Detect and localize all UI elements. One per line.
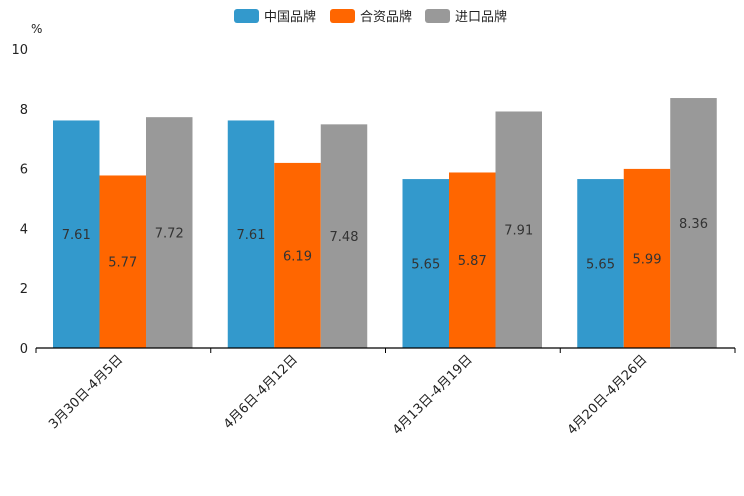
bar-3-3 xyxy=(495,111,542,348)
bar-3-1 xyxy=(402,179,449,348)
x-tick-label-4: 4月20日-4月26日 xyxy=(565,352,651,438)
legend-swatch-2 xyxy=(330,9,355,23)
bar-1-1 xyxy=(53,120,100,348)
legend-label-3: 进口品牌 xyxy=(455,9,507,25)
bar-4-2 xyxy=(623,168,671,348)
legend-swatch-3 xyxy=(425,9,450,23)
x-tick-label-1: 3月30日-4月5日 xyxy=(46,352,126,432)
bars-group xyxy=(53,98,717,349)
bar-4-3 xyxy=(670,98,717,348)
data-label-4-3: 8.36 xyxy=(679,217,708,232)
x-tick-label-3: 4月13日-4月19日 xyxy=(390,352,476,438)
y-axis-unit-label: % xyxy=(31,22,42,36)
x-axis: 3月30日-4月5日 4月6日-4月12日 4月13日-4月19日 4月20日-4月2… xyxy=(35,347,736,438)
bar-4-1 xyxy=(577,179,624,348)
y-tick-label: 4 xyxy=(20,222,28,237)
legend-label-1: 中国品牌 xyxy=(264,9,316,25)
data-label-1-2: 5.77 xyxy=(108,256,137,271)
legend: 中国品牌 合资品牌 进口品牌 xyxy=(234,9,507,25)
y-tick-label: 0 xyxy=(20,342,28,357)
data-labels-group: 7.61 5.77 7.72 7.61 6.19 7.48 5.65 5.87 7.91 5.65… xyxy=(62,217,708,273)
data-label-3-3: 7.91 xyxy=(504,224,533,239)
data-label-3-1: 5.65 xyxy=(411,258,440,273)
data-label-2-1: 7.61 xyxy=(237,228,266,243)
y-tick-label: 2 xyxy=(20,282,28,297)
bar-1-2 xyxy=(99,175,146,348)
data-label-2-3: 7.48 xyxy=(330,230,359,245)
bar-2-2 xyxy=(274,162,321,348)
bar-1-3 xyxy=(146,117,193,348)
x-tick-label-2: 4月6日-4月12日 xyxy=(221,352,301,432)
y-tick-label: 10 xyxy=(11,43,28,58)
legend-label-2: 合资品牌 xyxy=(360,9,412,25)
data-label-3-2: 5.87 xyxy=(458,254,487,269)
y-tick-label: 6 xyxy=(20,163,28,178)
y-tick-label: 8 xyxy=(20,103,28,118)
bar-2-3 xyxy=(320,124,368,349)
bar-3-2 xyxy=(449,172,496,348)
legend-swatch-1 xyxy=(234,9,259,23)
data-label-1-3: 7.72 xyxy=(155,227,184,242)
data-label-4-2: 5.99 xyxy=(633,252,662,267)
bar-2-1 xyxy=(227,120,275,348)
data-label-2-2: 6.19 xyxy=(283,249,312,264)
data-label-1-1: 7.61 xyxy=(62,228,91,243)
data-label-4-1: 5.65 xyxy=(586,258,615,273)
y-axis: 0 2 4 6 8 10 xyxy=(11,43,28,357)
